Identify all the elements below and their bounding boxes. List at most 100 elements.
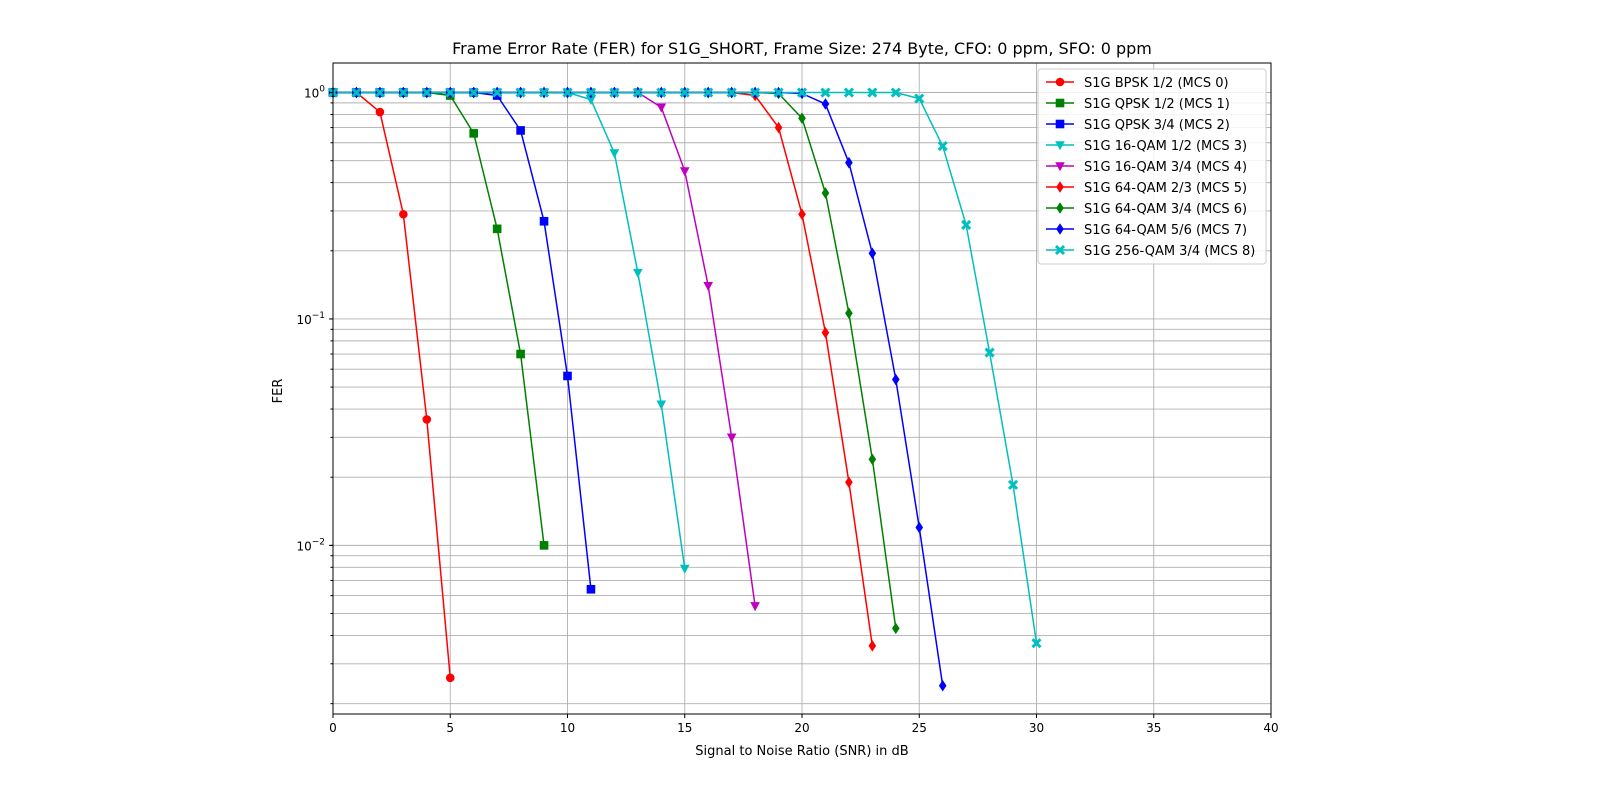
data-point-mcs7 bbox=[938, 679, 947, 692]
data-point-mcs2 bbox=[516, 126, 525, 135]
x-tick-label: 15 bbox=[677, 721, 692, 735]
legend-box bbox=[1037, 68, 1267, 265]
y-tick-label: 10−1 bbox=[296, 311, 325, 327]
data-point-mcs4 bbox=[750, 602, 760, 612]
series-line-mcs7 bbox=[333, 91, 944, 686]
data-point-mcs8 bbox=[726, 87, 737, 98]
series-line-mcs0 bbox=[333, 91, 451, 678]
data-point-mcs8 bbox=[679, 87, 690, 98]
series-line-mcs3 bbox=[333, 91, 686, 569]
data-point-mcs7 bbox=[915, 521, 924, 534]
legend-marker bbox=[1055, 141, 1065, 151]
data-point-mcs3 bbox=[656, 400, 667, 410]
y-tick-label: 10−2 bbox=[296, 537, 325, 553]
data-point-mcs3 bbox=[586, 95, 596, 105]
legend-marker bbox=[1055, 162, 1065, 172]
data-point-mcs5 bbox=[868, 640, 877, 652]
data-point-mcs3 bbox=[609, 149, 620, 159]
data-point-mcs8 bbox=[937, 141, 948, 152]
data-point-mcs8 bbox=[750, 87, 761, 98]
data-point-mcs4 bbox=[703, 282, 713, 292]
data-point-mcs8 bbox=[445, 87, 456, 98]
data-point-mcs8 bbox=[1031, 638, 1042, 649]
data-point-mcs1 bbox=[516, 349, 525, 359]
legend-marker bbox=[1056, 181, 1064, 193]
data-point-mcs8 bbox=[796, 87, 808, 98]
data-point-mcs8 bbox=[374, 87, 385, 98]
legend-label: S1G 64-QAM 2/3 (MCS 5) bbox=[1084, 181, 1247, 196]
data-point-mcs8 bbox=[914, 93, 925, 104]
data-point-mcs8 bbox=[773, 87, 784, 98]
data-point-mcs8 bbox=[984, 347, 995, 358]
legend-label: S1G QPSK 3/4 (MCS 2) bbox=[1084, 118, 1230, 133]
data-point-mcs0 bbox=[375, 107, 385, 117]
data-point-mcs8 bbox=[632, 87, 643, 98]
legend-marker bbox=[1054, 244, 1066, 256]
data-point-mcs8 bbox=[890, 87, 901, 98]
x-tick-label: 5 bbox=[446, 721, 454, 735]
data-point-mcs8 bbox=[515, 87, 526, 98]
legend-marker bbox=[1055, 77, 1065, 87]
legend: S1G BPSK 1/2 (MCS 0) S1G QPSK 1/2 (MCS 1)… bbox=[1037, 68, 1267, 265]
legend-marker bbox=[1056, 223, 1064, 235]
legend-label: S1G BPSK 1/2 (MCS 0) bbox=[1084, 76, 1229, 91]
legend-label: S1G 64-QAM 5/6 (MCS 7) bbox=[1084, 223, 1247, 238]
data-point-mcs0 bbox=[399, 209, 408, 219]
data-point-mcs0 bbox=[422, 415, 432, 424]
data-point-mcs5 bbox=[798, 208, 806, 221]
series-line-mcs4 bbox=[333, 91, 756, 607]
data-point-mcs8 bbox=[843, 87, 854, 98]
data-point-mcs7 bbox=[892, 373, 900, 386]
data-point-mcs7 bbox=[821, 98, 830, 110]
data-point-mcs8 bbox=[1007, 479, 1019, 490]
x-tick-label: 35 bbox=[1146, 721, 1161, 735]
series-line-mcs6 bbox=[333, 91, 897, 629]
data-point-mcs6 bbox=[845, 307, 853, 320]
markers-layer bbox=[327, 86, 1042, 692]
x-tick-label: 40 bbox=[1263, 721, 1278, 735]
x-tick-label: 25 bbox=[912, 721, 927, 735]
x-tick-label: 10 bbox=[560, 721, 575, 735]
data-point-mcs6 bbox=[868, 453, 877, 466]
x-axis-label: Signal to Noise Ratio (SNR) in dB bbox=[695, 744, 908, 759]
data-point-mcs8 bbox=[609, 87, 620, 98]
data-point-mcs4 bbox=[679, 167, 690, 177]
data-point-mcs1 bbox=[492, 224, 502, 234]
data-point-mcs8 bbox=[492, 87, 503, 98]
data-point-mcs8 bbox=[867, 87, 878, 98]
data-point-mcs8 bbox=[538, 87, 550, 98]
data-point-mcs2 bbox=[563, 371, 572, 381]
legend-label: S1G QPSK 1/2 (MCS 1) bbox=[1084, 97, 1230, 112]
data-point-mcs6 bbox=[892, 622, 900, 635]
chart-title: Frame Error Rate (FER) for S1G_SHORT, Fr… bbox=[452, 39, 1152, 59]
legend-label: S1G 16-QAM 1/2 (MCS 3) bbox=[1084, 139, 1247, 154]
data-point-mcs3 bbox=[633, 268, 643, 279]
data-point-mcs0 bbox=[445, 673, 455, 683]
legend-marker bbox=[1055, 119, 1065, 129]
data-point-mcs8 bbox=[421, 87, 432, 98]
data-point-mcs7 bbox=[868, 247, 877, 260]
data-point-mcs6 bbox=[821, 187, 830, 199]
data-point-mcs2 bbox=[539, 216, 549, 226]
x-tick-label: 30 bbox=[1029, 721, 1044, 735]
data-point-mcs8 bbox=[703, 87, 714, 98]
x-tick-label: 0 bbox=[329, 721, 337, 735]
data-point-mcs1 bbox=[539, 541, 549, 550]
data-point-mcs7 bbox=[845, 156, 853, 169]
legend-label: S1G 16-QAM 3/4 (MCS 4) bbox=[1084, 160, 1247, 175]
data-point-mcs8 bbox=[961, 219, 972, 231]
data-point-mcs8 bbox=[820, 87, 831, 98]
y-axis-label: FER bbox=[271, 379, 286, 404]
data-point-mcs1 bbox=[469, 129, 478, 138]
data-point-mcs3 bbox=[679, 564, 690, 574]
data-point-mcs8 bbox=[585, 87, 597, 98]
legend-marker bbox=[1056, 202, 1064, 214]
data-point-mcs8 bbox=[562, 87, 573, 98]
x-tick-label: 20 bbox=[794, 721, 809, 735]
data-point-mcs5 bbox=[821, 326, 830, 339]
data-point-mcs5 bbox=[774, 121, 783, 134]
data-point-mcs2 bbox=[586, 584, 596, 594]
data-point-mcs8 bbox=[398, 87, 409, 98]
data-point-mcs6 bbox=[798, 112, 806, 125]
